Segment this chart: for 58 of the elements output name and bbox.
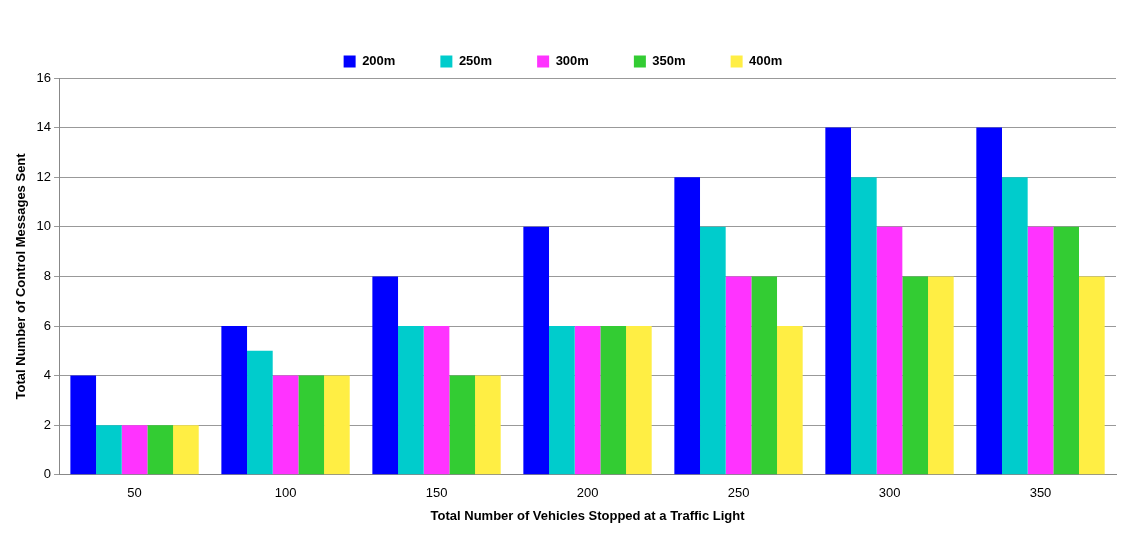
y-tick-label: 2 [43, 416, 52, 432]
bar [121, 425, 148, 475]
bar [173, 425, 199, 475]
bar [825, 127, 852, 475]
y-tick-label: 10 [36, 218, 52, 234]
bar [70, 375, 97, 475]
x-tick-label: 250 [727, 485, 750, 501]
x-tick-label: 50 [127, 485, 142, 501]
legend-label: 400m [749, 53, 783, 69]
bar [851, 177, 877, 475]
bar [272, 375, 299, 475]
bar [247, 350, 273, 475]
bar [298, 375, 325, 475]
bar [626, 326, 652, 475]
bar [147, 425, 174, 475]
y-tick-label: 12 [36, 168, 52, 184]
y-tick-label: 6 [43, 317, 52, 333]
bar [600, 326, 627, 475]
bar [574, 326, 601, 475]
y-tick-label: 8 [43, 267, 52, 283]
bar [777, 326, 803, 475]
bar [700, 226, 726, 475]
bar [372, 276, 399, 475]
x-tick-label: 150 [425, 485, 448, 501]
legend-label: 250m [458, 53, 493, 69]
x-axis-title: Total Number of Vehicles Stopped at a Traffic Light [430, 507, 746, 523]
bar [674, 177, 701, 475]
bar [423, 326, 450, 475]
bar [1079, 276, 1105, 475]
bar [751, 276, 778, 475]
bar [221, 326, 248, 475]
x-tick-label: 300 [878, 485, 901, 501]
bar [1027, 226, 1054, 475]
bar [902, 276, 929, 475]
x-tick-label: 350 [1029, 485, 1052, 501]
bar [449, 375, 476, 475]
bar [1053, 226, 1080, 475]
bar [398, 326, 424, 475]
y-tick-label: 0 [43, 466, 52, 482]
y-axis-title: Total Number of Control Messages Sent [13, 152, 29, 400]
bar [324, 375, 350, 475]
legend-label: 200m [362, 53, 396, 69]
y-tick-label: 16 [36, 69, 52, 85]
bar [96, 425, 122, 475]
bar [725, 276, 752, 475]
x-tick-label: 200 [576, 485, 599, 501]
bar [549, 326, 575, 475]
legend-label: 350m [652, 53, 686, 69]
bar [928, 276, 954, 475]
y-tick-label: 4 [43, 367, 52, 383]
legend-label: 300m [555, 53, 589, 69]
bar [523, 226, 550, 475]
bar [876, 226, 903, 475]
x-tick-label: 100 [274, 485, 297, 501]
y-tick-label: 14 [36, 119, 52, 135]
bar [475, 375, 501, 475]
bar [1002, 177, 1028, 475]
bar [976, 127, 1002, 475]
